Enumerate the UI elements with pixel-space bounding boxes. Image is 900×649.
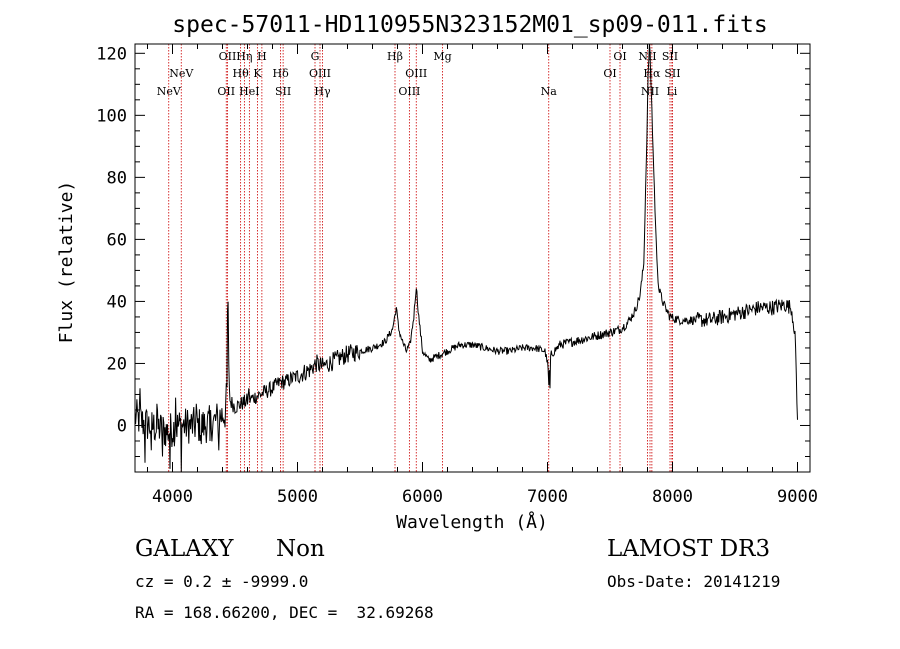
y-tick-label: 100	[96, 106, 127, 126]
y-tick-label: 80	[107, 168, 127, 188]
y-tick-label: 20	[107, 354, 127, 374]
x-tick-label: 7000	[527, 487, 568, 507]
emission-line-label: Hη	[236, 50, 252, 63]
chart-title: spec-57011-HD110955N323152M01_sp09-011.f…	[172, 12, 767, 38]
emission-line-label: NeV	[157, 85, 182, 98]
coordinates: RA = 168.66200, DEC = 32.69268	[135, 603, 434, 622]
object-class: GALAXY	[135, 536, 234, 562]
x-tick-label: 5000	[277, 487, 318, 507]
emission-line-label: SII	[664, 67, 680, 80]
spectrum-line	[134, 43, 798, 473]
x-tick-label: 6000	[402, 487, 443, 507]
emission-line-label: NII	[641, 85, 659, 98]
emission-line-label: Hδ	[273, 67, 290, 80]
plot-frame	[134, 43, 811, 473]
emission-line-label: HeI	[239, 85, 259, 98]
y-tick-label: 40	[107, 292, 127, 312]
emission-line-label: Mg	[433, 50, 451, 63]
emission-line-label: Na	[541, 85, 558, 98]
emission-line-label: OI	[603, 67, 616, 80]
x-axis-label: Wavelength (Å)	[396, 511, 548, 533]
emission-line-label: H	[257, 50, 267, 63]
emission-line-label: Li	[666, 85, 677, 98]
x-tick-label: 8000	[652, 487, 693, 507]
emission-line-label: OI	[613, 50, 626, 63]
emission-line-labels: NeVNeVOIIOIIHθHηHeIKHHδSIIGOIIIHγHβOIIIO…	[157, 50, 681, 98]
survey-name: LAMOST DR3	[607, 536, 771, 562]
emission-line-label: OIII	[405, 67, 427, 80]
x-tick-label: 4000	[152, 487, 193, 507]
redshift-value: cz = 0.2 ± -9999.0	[135, 572, 309, 591]
emission-line-markers	[168, 44, 673, 472]
object-subclass: Non	[276, 536, 325, 562]
emission-line-label: SII	[662, 50, 678, 63]
emission-line-label: Hβ	[387, 50, 403, 63]
emission-line-label: Hθ	[233, 67, 250, 80]
y-axis-label: Flux (relative)	[56, 181, 77, 344]
y-tick-label: 120	[96, 44, 127, 64]
emission-line-label: OII	[219, 50, 237, 63]
emission-line-label: NII	[638, 50, 656, 63]
emission-line-label: OIII	[309, 67, 331, 80]
emission-line-label: NeV	[169, 67, 194, 80]
axis-ticks: 4000 5000 6000 7000 8000 9000 0 20 40 60 80 100 120	[96, 44, 818, 507]
emission-line-label: OII	[217, 85, 235, 98]
emission-line-label: OIII	[398, 85, 420, 98]
emission-line-label: SII	[275, 85, 291, 98]
x-tick-label: 9000	[777, 487, 818, 507]
observation-date: Obs-Date: 20141219	[607, 572, 781, 591]
y-tick-label: 0	[117, 416, 127, 436]
emission-line-label: K	[253, 67, 262, 80]
y-tick-label: 60	[107, 230, 127, 250]
emission-line-label: G	[311, 50, 320, 63]
emission-line-label: Hα	[643, 67, 661, 80]
emission-line-label: Hγ	[314, 85, 331, 98]
